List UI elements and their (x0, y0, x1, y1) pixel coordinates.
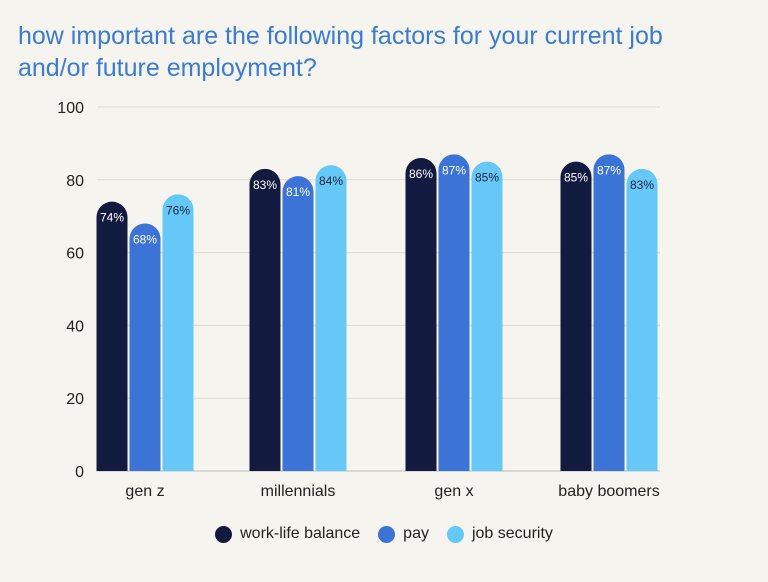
bar (315, 165, 347, 472)
data-label: 81% (286, 185, 310, 199)
data-label: 76% (166, 203, 190, 217)
y-tick-label: 40 (66, 318, 84, 335)
data-label: 85% (564, 171, 588, 185)
bar (96, 201, 128, 471)
legend-item: pay (378, 525, 429, 543)
x-tick-label: millennials (261, 483, 336, 500)
bar (405, 157, 437, 471)
bar (560, 161, 592, 472)
y-tick-label: 80 (66, 173, 84, 190)
bar (129, 223, 161, 471)
y-tick-label: 60 (66, 246, 84, 263)
bar (593, 154, 625, 471)
bar (162, 194, 194, 471)
data-label: 83% (253, 178, 277, 192)
legend-marker (446, 525, 464, 543)
legend-item: work-life balance (215, 525, 360, 543)
legend-marker (215, 525, 233, 543)
data-label: 86% (409, 167, 433, 181)
bar (438, 154, 470, 471)
x-tick-label: baby boomers (558, 483, 659, 500)
data-label: 74% (100, 211, 124, 225)
x-tick-label: gen x (434, 483, 473, 500)
x-tick-label: gen z (125, 483, 164, 500)
chart-title: how important are the following factors … (18, 22, 663, 82)
legend-item: job security (446, 525, 553, 543)
bar (249, 168, 281, 471)
bar (471, 161, 503, 472)
legend-marker (378, 525, 396, 543)
data-label: 87% (442, 163, 466, 177)
bar (282, 176, 314, 472)
data-label: 87% (597, 163, 621, 177)
data-label: 84% (319, 174, 343, 188)
legend-label: pay (403, 525, 429, 542)
y-tick-label: 20 (66, 391, 84, 408)
legend-label: job security (471, 525, 553, 542)
bar-chart: 0 20 40 60 80 100 74% 68% 76% gen z 83% 81% 84% mille… (57, 100, 660, 500)
y-tick-label: 0 (75, 464, 84, 481)
data-label: 85% (475, 171, 499, 185)
legend-label: work-life balance (240, 525, 361, 542)
legend: work-life balance pay job security (0, 525, 768, 543)
data-label: 83% (630, 178, 654, 192)
data-label: 68% (133, 232, 157, 246)
bar (626, 168, 658, 471)
y-tick-label: 100 (57, 100, 84, 117)
